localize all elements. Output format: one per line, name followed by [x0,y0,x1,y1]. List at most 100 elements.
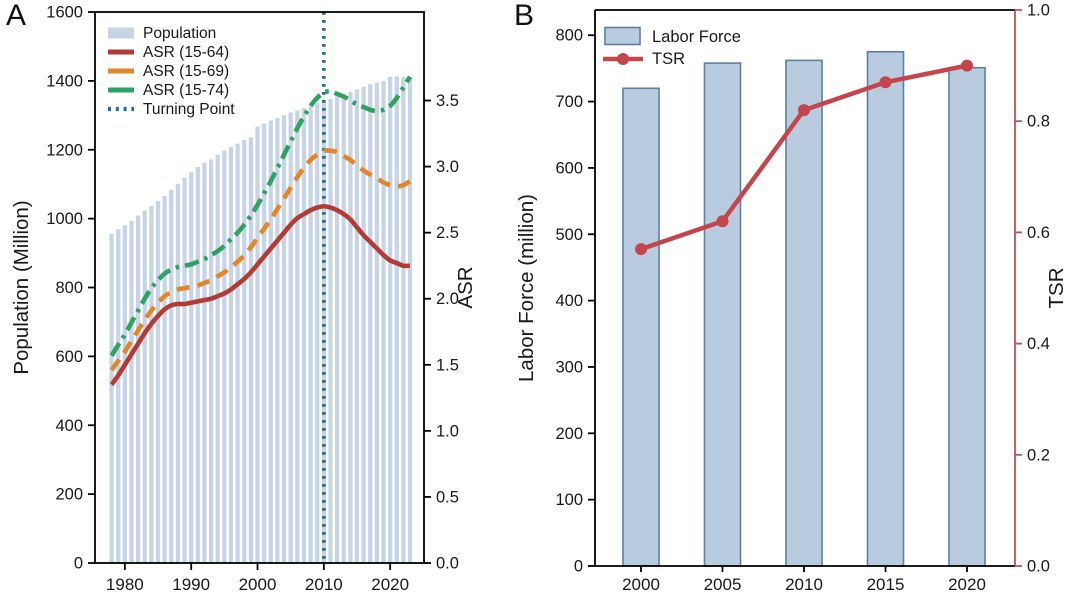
population-bar [295,110,300,564]
tsr-marker [798,104,810,117]
population-bar [222,150,227,563]
panel-b-label: B [514,0,535,32]
b-left-tick-label: 700 [555,93,583,111]
population-bar [335,96,340,563]
population-bar [149,205,154,563]
b-right-axis-title: TSR [1045,268,1068,309]
b-left-tick-label: 300 [555,358,583,376]
a-left-tick-label: 1600 [46,4,83,22]
b-left-tick-label: 500 [555,226,583,244]
population-bar [122,225,127,564]
labor-force-bar [622,87,660,567]
population-bar [354,89,360,563]
population-bar [368,84,373,563]
population-bar [129,220,134,563]
population-bar [169,189,174,563]
population-bar [341,94,346,563]
population-bar [348,91,353,563]
b-right-tick-label: 0.8 [1027,113,1050,131]
b-right-tick-label: 0.2 [1027,446,1050,464]
population-bar [374,82,380,563]
a-right-tick-label: 2.0 [436,290,459,308]
a-x-tick-label: 1980 [106,575,144,594]
population-bar [394,76,399,564]
b-x-tick-label: 2020 [948,575,986,594]
population-bar [215,154,220,564]
a-left-axis-title: Population (Million) [10,200,33,374]
population-bar [288,112,293,563]
population-bar [381,80,386,564]
a-right-tick-label: 3.5 [436,92,459,110]
population-bar [248,137,253,563]
b-right-tick-label: 0.0 [1027,558,1050,576]
a-left-tick-label: 1200 [46,141,83,159]
b-right-tick-label: 0.4 [1027,335,1050,353]
tsr-marker [635,243,647,256]
population-bar [275,118,280,563]
a-legend-label: Turning Point [143,101,235,118]
a-left-tick-label: 400 [55,417,83,435]
b-x-tick-label: 2010 [785,575,823,594]
population-bar [136,215,141,563]
population-bar [407,77,413,564]
a-x-tick-label: 1990 [172,575,210,594]
panel-a-chart: 0 200 400 600 800 1000 1200 1400 1600 0.0 0.5 1.0 1.… [10,4,477,595]
population-bar [189,172,194,563]
population-bar [175,183,181,563]
a-right-tick-label: 0.0 [436,555,459,573]
a-left-tick-label: 800 [55,279,83,297]
tsr-marker [879,76,892,89]
b-left-tick-label: 400 [555,292,583,310]
panel-b-chart: 0 100 200 300 400 500 600 700 800 0.0 0.2 0.4 0.6 0.8… [515,2,1068,595]
legend-swatch-tsr-marker [617,53,629,65]
a-legend-label: Population [143,25,216,42]
a-x-tick-label: 2010 [305,575,343,594]
panel-a-label: A [6,0,27,32]
a-right-tick-label: 1.0 [436,422,459,440]
b-left-axis-title: Labor Force (million) [515,194,538,382]
a-x-tick-label: 2000 [239,575,277,594]
a-right-tick-label: 0.5 [436,488,459,506]
labor-force-bar [785,59,823,567]
population-bar [281,115,287,563]
population-bar [301,108,307,563]
a-left-tick-label: 1000 [46,210,83,228]
b-left-tick-label: 0 [574,558,583,576]
a-x-tick-label: 2020 [371,575,409,594]
a-left-tick-label: 1400 [46,72,83,90]
b-right-tick-label: 0.6 [1027,224,1050,242]
b-legend-label: TSR [652,50,685,68]
labor-force-bar [948,66,986,567]
asr-line-0 [109,203,411,386]
b-legend-label: Labor Force [652,28,741,46]
population-bar [255,126,260,564]
population-bar [308,105,313,564]
a-left-tick-label: 0 [74,555,83,573]
b-x-tick-label: 2000 [622,575,660,594]
population-bar [208,159,214,563]
a-right-tick-label: 3.0 [436,158,459,176]
population-bar [262,123,267,563]
b-left-tick-label: 800 [555,27,583,45]
b-x-tick-label: 2015 [867,575,905,594]
b-left-tick-label: 100 [555,491,583,509]
asr-line-1 [109,148,412,372]
b-x-tick-label: 2005 [704,575,742,594]
a-right-tick-label: 2.5 [436,224,459,242]
population-bar [388,76,393,564]
population-bar [315,103,320,563]
a-legend-label: ASR (15-69) [143,63,229,80]
population-bar [328,99,333,563]
population-bar [195,166,200,563]
population-bar [116,229,121,564]
population-bar [142,210,147,563]
population-bar [235,143,240,564]
population-bar [228,147,234,563]
asr-line-2 [109,75,413,357]
b-left-tick-label: 200 [555,425,583,443]
a-legend-label: ASR (15-64) [143,44,229,61]
labor-force-bar [703,62,742,567]
tsr-marker [961,59,973,72]
population-bar [155,201,161,563]
